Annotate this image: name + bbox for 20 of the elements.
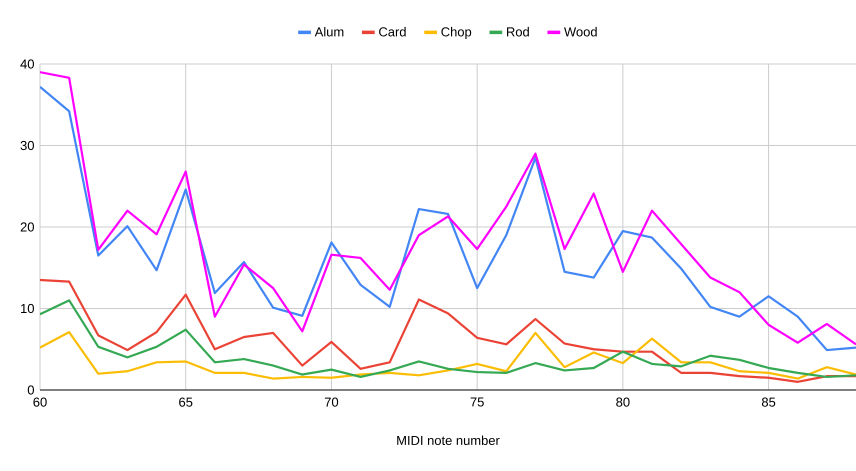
x-tick-label: 70 <box>324 398 338 407</box>
y-tick-label: 30 <box>20 140 34 150</box>
x-tick-label: 65 <box>179 398 192 407</box>
y-tick-label: 10 <box>21 304 34 314</box>
line-series <box>40 331 856 380</box>
legend-label: Rod <box>507 26 529 36</box>
x-tick-label: 80 <box>616 398 630 407</box>
x-tick-label: 75 <box>470 398 484 407</box>
y-tick-label: 40 <box>20 59 34 69</box>
x-tick-label: 85 <box>762 398 776 407</box>
legend-label: Alum <box>314 26 344 36</box>
y-tick-label: 0 <box>28 385 34 395</box>
legend-label: Card <box>379 26 406 36</box>
x-axis-title: MIDI note number <box>397 436 500 446</box>
legend-label: Chop <box>441 26 472 40</box>
line-series <box>40 299 856 378</box>
x-tick-label: 60 <box>33 398 47 407</box>
y-tick-label: 20 <box>20 222 34 232</box>
legend-label: Wood <box>564 26 597 36</box>
line-series <box>40 278 856 383</box>
